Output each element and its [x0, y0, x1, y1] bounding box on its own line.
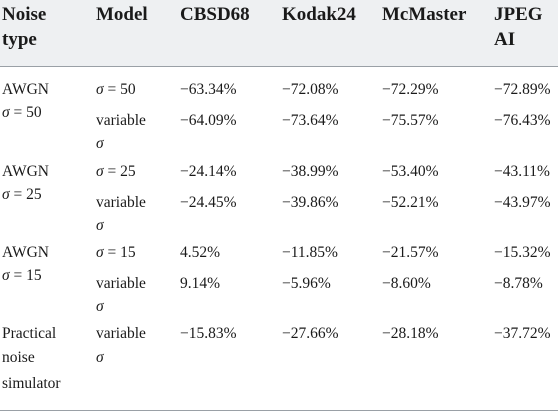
group-3-noise-line1: AWGN — [2, 244, 49, 261]
header-divider — [0, 66, 558, 67]
group-4-row-1-kodak24: −27.66% — [282, 325, 339, 342]
header-mcmaster: McMaster — [382, 4, 467, 25]
group-2-row-2-mcmaster: −52.21% — [382, 194, 439, 211]
group-3-noise-line2: σ = 15 — [2, 267, 42, 284]
group-1-row-2-model-line2: σ — [96, 135, 104, 152]
group-4-noise-line1: Practical — [2, 325, 57, 342]
group-1-row-2-jpegai: −76.43% — [494, 112, 551, 129]
group-4-row-1-cbsd68: −15.83% — [180, 325, 237, 342]
group-3-row-2-jpegai: −8.78% — [494, 275, 543, 292]
header-kodak24: Kodak24 — [282, 4, 356, 25]
group-2-row-2-cbsd68: −24.45% — [180, 194, 237, 211]
group-2-row-1-kodak24: −38.99% — [282, 163, 339, 180]
group-2-row-2-jpegai: −43.97% — [494, 194, 551, 211]
header-jpegai: JPEG AI — [494, 2, 543, 52]
group-1-row-1-mcmaster: −72.29% — [382, 81, 439, 98]
group-1-row-2-mcmaster: −75.57% — [382, 112, 439, 129]
group-3-row-1-model: σ = 15 — [96, 244, 136, 261]
group-3-row-1-cbsd68: 4.52% — [180, 244, 221, 261]
group-4-row-1-jpegai: −37.72% — [494, 325, 551, 342]
group-2-row-1-model: σ = 25 — [96, 163, 136, 180]
header-jpegai-line1: JPEG — [494, 4, 543, 25]
group-4-row-1-mcmaster: −28.18% — [382, 325, 439, 342]
group-1-noise-line2: σ = 50 — [2, 104, 42, 121]
group-3-row-1-mcmaster: −21.57% — [382, 244, 439, 261]
group-4-row-1-model-line2: σ — [96, 349, 104, 366]
group-4-noise-line2: noise — [2, 349, 35, 366]
group-4-noise-line3: simulator — [2, 375, 61, 392]
group-1-row-2-model-line1: variable — [96, 112, 146, 129]
group-3-row-2-model-line2: σ — [96, 298, 104, 315]
group-4-row-1-model-line1: variable — [96, 325, 146, 342]
group-3-row-2-model-line1: variable — [96, 275, 146, 292]
group-2-row-1-jpegai: −43.11% — [494, 163, 550, 180]
table-header-row: Noise type Model CBSD68 Kodak24 McMaster… — [0, 0, 558, 66]
group-1-row-1-cbsd68: −63.34% — [180, 81, 237, 98]
group-2-row-1-cbsd68: −24.14% — [180, 163, 237, 180]
group-2-noise-line2: σ = 25 — [2, 186, 42, 203]
header-noise-type: Noise type — [2, 2, 46, 52]
header-noise-type-line1: Noise — [2, 4, 47, 25]
header-cbsd68: CBSD68 — [180, 4, 250, 25]
group-1-noise-line1: AWGN — [2, 81, 49, 98]
header-model: Model — [96, 4, 148, 25]
group-1-row-1-jpegai: −72.89% — [494, 81, 551, 98]
group-3-row-2-cbsd68: 9.14% — [180, 275, 221, 292]
group-2-noise-line1: AWGN — [2, 163, 49, 180]
group-3-row-1-jpegai: −15.32% — [494, 244, 551, 261]
group-3-row-2-kodak24: −5.96% — [282, 275, 331, 292]
group-1-row-1-model: σ = 50 — [96, 81, 136, 98]
group-2-row-2-kodak24: −39.86% — [282, 194, 339, 211]
group-1-row-1-kodak24: −72.08% — [282, 81, 339, 98]
group-3-row-1-kodak24: −11.85% — [282, 244, 338, 261]
header-jpegai-line2: AI — [494, 29, 516, 50]
group-1-row-2-kodak24: −73.64% — [282, 112, 339, 129]
group-2-row-2-model-line1: variable — [96, 194, 146, 211]
group-2-row-1-mcmaster: −53.40% — [382, 163, 439, 180]
header-noise-type-line2: type — [2, 29, 37, 50]
group-2-row-2-model-line2: σ — [96, 217, 104, 234]
table-bottom-rule — [0, 410, 558, 411]
group-1-row-2-cbsd68: −64.09% — [180, 112, 237, 129]
group-3-row-2-mcmaster: −8.60% — [382, 275, 431, 292]
